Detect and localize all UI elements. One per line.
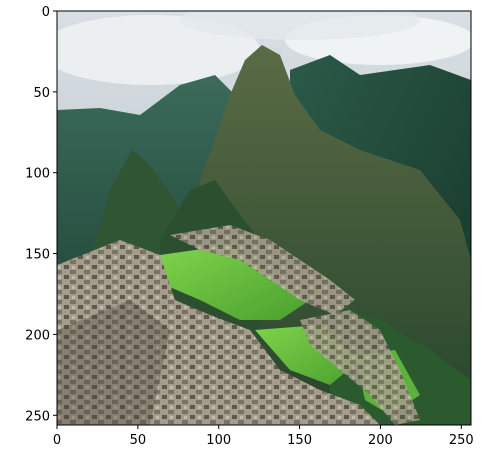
y-tick-label: 100 [25,167,50,182]
y-tick-label: 50 [33,86,50,101]
stone-ruins-upper [170,225,355,315]
grass-terrace [160,245,310,320]
axes-frame [56,10,472,426]
y-tick-label: 150 [25,248,50,263]
y-tick-label: 0 [42,5,50,20]
x-tick-label: 250 [449,433,474,448]
x-tick-label: 50 [130,433,147,448]
y-tick-label: 250 [25,409,50,424]
x-axis: 0 50 100 150 200 250 [53,425,474,448]
stone-ruins-right [300,310,420,425]
y-axis: 0 50 100 150 200 250 [25,5,57,424]
x-tick-label: 150 [287,433,312,448]
cloud [180,11,420,40]
landscape-photo [57,11,471,425]
x-tick-label: 0 [53,433,61,448]
x-tick-label: 200 [368,433,393,448]
x-tick-label: 100 [206,433,231,448]
shadow [57,300,170,425]
y-tick-label: 200 [25,328,50,343]
stone-ruins [57,240,380,425]
